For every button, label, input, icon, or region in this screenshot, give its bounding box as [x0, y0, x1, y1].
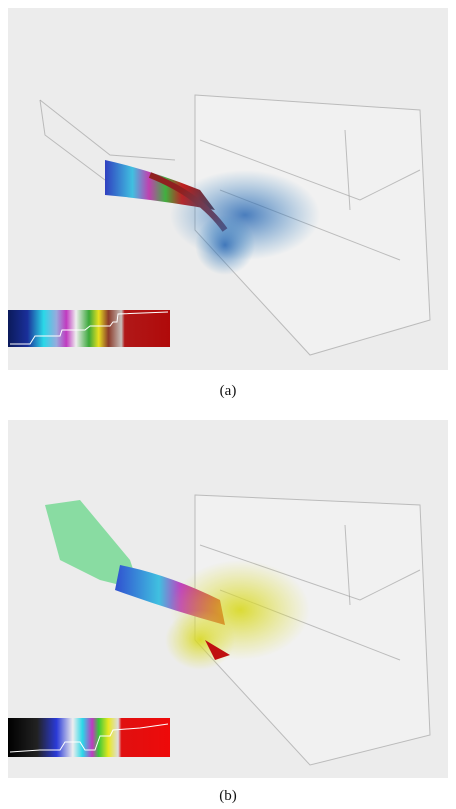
page: (a) (b) (() => { const data = JSON.parse… [0, 0, 456, 809]
figure: (a) (b) [0, 0, 456, 809]
panel-a [8, 8, 448, 370]
transfer-function [8, 310, 170, 347]
panel-b [8, 420, 448, 778]
vortex [165, 610, 235, 670]
caption: (a) [220, 383, 237, 399]
caption: (b) [219, 788, 237, 804]
vortex [195, 215, 255, 275]
transfer-function [8, 718, 170, 757]
